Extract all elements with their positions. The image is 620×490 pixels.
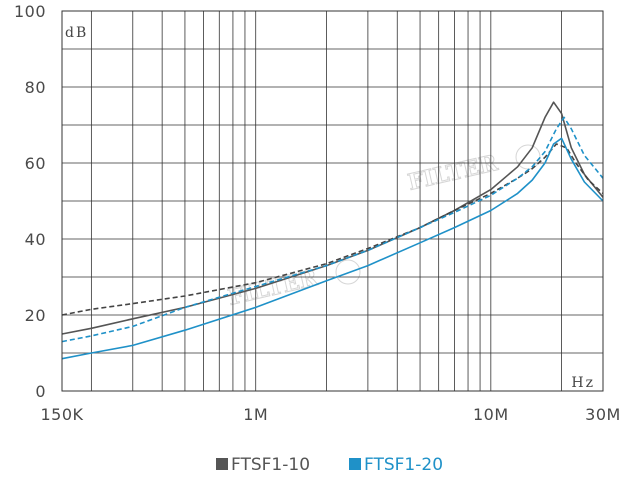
x-tick-label: 30M bbox=[585, 405, 620, 424]
y-tick-label: 100 bbox=[14, 2, 46, 21]
series-line-0 bbox=[61, 101, 604, 335]
x-unit-label: Hz bbox=[571, 375, 595, 391]
plot-frame bbox=[61, 10, 604, 392]
series-line-3 bbox=[61, 116, 604, 343]
y-tick-label: 0 bbox=[35, 382, 46, 401]
x-tick-label: 10M bbox=[473, 405, 509, 424]
y-tick-label: 60 bbox=[25, 154, 46, 173]
legend-swatch-ftsf1-20 bbox=[349, 458, 361, 470]
series-line-2 bbox=[61, 137, 604, 360]
y-tick-label: 40 bbox=[25, 230, 46, 249]
x-tick-label: 1M bbox=[243, 405, 268, 424]
y-unit-label: dB bbox=[65, 25, 88, 41]
series-line-1 bbox=[61, 143, 604, 316]
x-tick-labels: 150K 1M 10M 30M bbox=[40, 405, 620, 424]
x-tick-label: 150K bbox=[40, 405, 83, 424]
y-tick-label: 80 bbox=[25, 78, 46, 97]
series-group bbox=[61, 101, 604, 360]
y-tick-labels: 0 20 40 60 80 100 bbox=[14, 2, 46, 401]
legend-label-ftsf1-10: FTSF1-10 bbox=[231, 455, 310, 475]
grid-lines bbox=[62, 11, 603, 391]
registered-mark-icon bbox=[515, 144, 541, 170]
y-tick-label: 20 bbox=[25, 306, 46, 325]
legend-label-ftsf1-20: FTSF1-20 bbox=[364, 455, 443, 475]
legend: FTSF1-10 FTSF1-20 bbox=[216, 455, 443, 475]
registered-mark-icon bbox=[335, 259, 361, 285]
legend-swatch-ftsf1-10 bbox=[216, 458, 228, 470]
